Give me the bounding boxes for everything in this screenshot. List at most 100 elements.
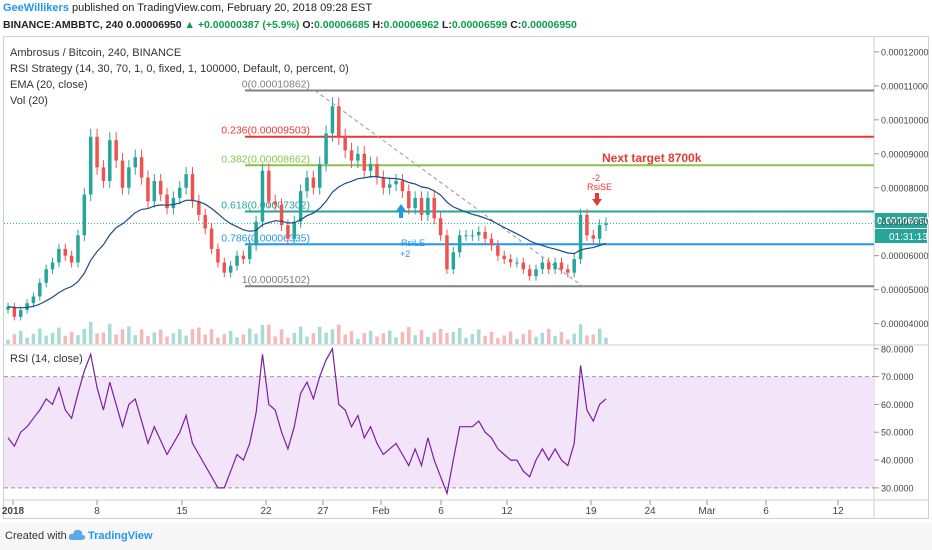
candle-body (508, 259, 513, 263)
author-link[interactable]: GeeWillikers (3, 2, 69, 14)
candle-body (184, 174, 188, 188)
low-value: 0.00006599 (451, 19, 508, 31)
volume-bar (387, 330, 392, 344)
annotation-text: Next target 8700k (602, 151, 702, 165)
close-value: 0.00006950 (521, 19, 577, 31)
volume-bar (597, 328, 602, 344)
volume-bar (394, 337, 398, 344)
candle-body (114, 140, 118, 161)
time-axis-label: 8 (94, 506, 100, 517)
time-axis-label: 24 (644, 506, 656, 517)
volume-bar (292, 333, 297, 344)
rsi-band-fill (4, 376, 874, 488)
volume-bar (356, 338, 360, 344)
volume-bar (114, 334, 118, 344)
volume-bar (521, 333, 526, 344)
candle-body (38, 282, 42, 297)
time-axis-label: 15 (176, 506, 188, 517)
candle-body (496, 245, 500, 256)
publish-line: GeeWillikers published on TradingView.co… (3, 2, 372, 14)
high-label: H: (372, 19, 384, 31)
volume-bar (267, 324, 271, 344)
time-axis-label: 6 (763, 506, 769, 517)
candle-body (375, 163, 379, 178)
volume-bar (298, 326, 303, 344)
symbol-line: BINANCE:AMBBTC, 240 0.00006950 ▲ +0.0000… (3, 19, 577, 31)
candle-body (254, 221, 258, 246)
volume-bar (146, 335, 150, 344)
legend-rsi: RSI (14, close) (10, 353, 83, 365)
candle-body (400, 180, 405, 192)
volume-bar (76, 335, 80, 344)
candle-body (578, 214, 583, 260)
volume-bar (88, 321, 93, 344)
short-signal-label: RsiSE (587, 182, 612, 192)
fib-level-label: 0.382(0.00008662) (221, 153, 310, 165)
candle-body (235, 255, 239, 266)
volume-bar (349, 331, 354, 344)
volume-bar (540, 332, 545, 344)
candle-body (209, 228, 214, 249)
volume-bar (228, 330, 233, 344)
fib-level-label: 0.236(0.00009503) (221, 125, 310, 137)
candle-body (515, 262, 519, 264)
candle-body (88, 136, 93, 195)
volume-bar (483, 335, 487, 344)
volume-bar (419, 330, 424, 344)
candle-body (273, 201, 277, 205)
candle-body (18, 310, 23, 317)
volume-bar (546, 328, 551, 344)
candle-body (413, 197, 417, 209)
price-axis-label: 0.00007000 (881, 217, 929, 227)
price-axis-label: 0.00010000 (881, 115, 929, 125)
volume-bar (407, 327, 411, 344)
tradingview-link[interactable]: TradingView (88, 530, 153, 542)
volume-bar (203, 334, 207, 344)
candle-body (76, 235, 80, 263)
volume-bar (305, 336, 309, 344)
candle-body (597, 225, 602, 239)
candle-body (451, 252, 456, 270)
volume-bar (578, 324, 583, 344)
candle-body (171, 197, 176, 209)
volume-bar (247, 328, 252, 344)
candle-body (527, 269, 532, 277)
volume-bar (184, 335, 188, 344)
created-with-text: Created with (5, 530, 67, 542)
candle-body (407, 191, 411, 209)
candle-body (337, 106, 341, 137)
volume-bar (496, 338, 500, 344)
volume-bar (235, 337, 239, 344)
fib-level-label: 0.618(0.00007302) (221, 199, 310, 211)
candle-body (426, 197, 430, 215)
price-axis-label: 0.00011000 (881, 81, 928, 91)
candle-body (57, 248, 61, 263)
candle-body (120, 160, 125, 188)
price-change: +0.00000387 (+5.9%) (197, 19, 300, 31)
candle-body (216, 248, 220, 263)
legend-ema: EMA (20, close) (10, 79, 88, 91)
price-axis-label: 0.00009000 (881, 149, 929, 159)
candle-body (368, 163, 373, 171)
candle-body (31, 296, 36, 304)
volume-bar (362, 333, 367, 344)
volume-bar (222, 334, 227, 344)
candle-body (330, 106, 335, 134)
candle-body (279, 204, 284, 226)
candle-body (190, 174, 195, 202)
ema-line (7, 175, 607, 309)
candle-body (158, 180, 163, 195)
volume-bar (63, 335, 68, 344)
candle-body (298, 191, 303, 222)
candle-body (343, 136, 347, 151)
legend-vol: Vol (20) (10, 95, 48, 107)
candle-body (292, 221, 297, 239)
candle-body (165, 194, 169, 209)
volume-bar (209, 329, 214, 344)
time-axis-label: 2018 (2, 506, 25, 517)
candle-body (553, 262, 557, 270)
volume-bar (330, 329, 335, 344)
volume-bar (337, 324, 341, 344)
open-label: O: (302, 19, 315, 31)
